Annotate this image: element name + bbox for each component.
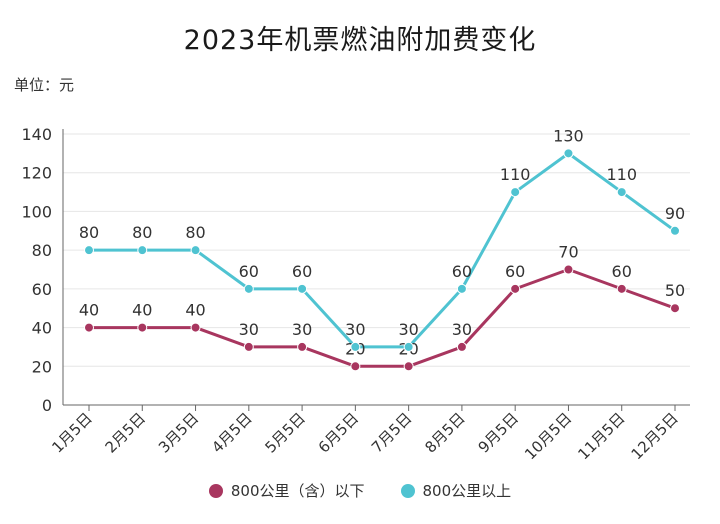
data-label: 60 — [612, 262, 632, 281]
x-tick-label: 8月5日 — [421, 409, 468, 456]
data-point — [243, 283, 254, 294]
data-label: 40 — [132, 301, 152, 320]
data-point — [190, 245, 201, 256]
series-line-0 — [89, 268, 676, 368]
y-tick-label: 100 — [21, 202, 52, 221]
data-label: 30 — [452, 320, 472, 339]
data-point — [510, 283, 521, 294]
x-tick-label: 12月5日 — [628, 409, 682, 463]
x-tick-label: 7月5日 — [368, 409, 415, 456]
x-tick-label: 4月5日 — [208, 409, 255, 456]
x-tick-label: 5月5日 — [261, 409, 308, 456]
data-label: 90 — [665, 204, 685, 223]
data-label: 110 — [606, 165, 637, 184]
y-tick-label: 60 — [32, 280, 52, 299]
unit-label: 单位：元 — [14, 76, 75, 94]
line-chart: 0 20 40 60 80 100 120 140 1月5日 2月5日 3月5日 4月5日 5月5日 6月… — [21, 125, 690, 463]
legend-label-over-800: 800公里以上 — [422, 482, 512, 500]
data-point — [670, 303, 680, 314]
data-label: 130 — [553, 126, 584, 145]
data-point — [563, 264, 574, 275]
series-line-1 — [89, 151, 676, 349]
data-label: 70 — [558, 243, 578, 262]
x-tick-label: 10月5日 — [521, 409, 575, 463]
data-point — [84, 322, 94, 333]
data-label: 30 — [239, 320, 259, 339]
chart-title: 2023年机票燃油附加费变化 — [183, 25, 537, 56]
data-point — [456, 283, 467, 294]
data-label: 40 — [185, 301, 205, 320]
x-tick-label: 6月5日 — [315, 409, 362, 456]
legend-item-over-800: 800公里以上 — [400, 480, 512, 501]
data-point — [137, 245, 148, 256]
data-label: 60 — [452, 262, 472, 281]
data-label: 110 — [500, 165, 531, 184]
y-tick-label: 40 — [32, 319, 52, 338]
data-label: 60 — [505, 262, 525, 281]
data-point — [297, 341, 308, 352]
x-tick-label: 2月5日 — [102, 409, 149, 456]
data-point — [456, 341, 467, 352]
data-label: 50 — [665, 281, 685, 300]
data-point — [243, 341, 254, 352]
data-point — [563, 148, 574, 159]
data-point — [403, 341, 414, 352]
data-point — [510, 187, 521, 198]
data-label: 30 — [345, 320, 365, 339]
data-point — [670, 225, 680, 236]
legend-marker-over-800 — [400, 483, 415, 498]
data-point — [350, 361, 361, 372]
data-point — [84, 245, 94, 256]
data-point — [137, 322, 148, 333]
y-tick-label: 140 — [21, 125, 52, 144]
data-label: 60 — [239, 262, 259, 281]
x-tick-label: 11月5日 — [574, 409, 628, 463]
data-point — [297, 283, 308, 294]
y-tick-label: 20 — [32, 357, 52, 376]
legend-label-under-800: 800公里（含）以下 — [230, 482, 365, 500]
data-label: 60 — [292, 262, 312, 281]
data-label: 30 — [398, 320, 418, 339]
y-tick-label: 80 — [32, 241, 52, 260]
x-tick-label: 3月5日 — [155, 409, 202, 456]
data-point — [616, 283, 627, 294]
data-point — [190, 322, 201, 333]
y-tick-label: 0 — [42, 396, 52, 415]
data-label: 40 — [79, 301, 99, 320]
y-tick-label: 120 — [21, 164, 52, 183]
x-tick-label: 1月5日 — [48, 409, 95, 456]
legend-item-under-800: 800公里（含）以下 — [208, 480, 365, 501]
data-point — [403, 361, 414, 372]
data-label: 80 — [132, 223, 152, 242]
data-label: 80 — [185, 223, 205, 242]
legend-marker-under-800 — [208, 483, 223, 498]
x-tick-label: 9月5日 — [475, 409, 522, 456]
legend: 800公里（含）以下 800公里以上 — [0, 480, 720, 501]
data-point — [616, 187, 627, 198]
data-point — [350, 341, 361, 352]
data-label: 30 — [292, 320, 312, 339]
data-label: 80 — [79, 223, 99, 242]
